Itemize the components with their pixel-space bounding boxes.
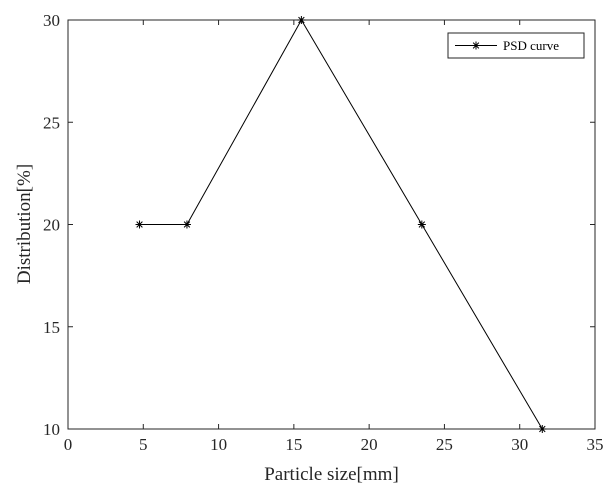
x-tick-label: 20 (361, 435, 378, 454)
x-axis-ticks: 0 5 10 15 20 25 30 35 (64, 20, 604, 454)
x-tick-label: 0 (64, 435, 73, 454)
series-layer (135, 16, 547, 433)
legend-asterisk-marker (472, 41, 480, 50)
data-point (417, 220, 426, 229)
legend-label: PSD curve (503, 38, 559, 53)
y-tick-label: 25 (43, 113, 60, 132)
x-tick-label: 25 (436, 435, 453, 454)
y-tick-label: 10 (43, 420, 60, 439)
data-point (182, 220, 191, 229)
y-tick-label: 15 (43, 318, 60, 337)
data-point (538, 425, 547, 433)
x-tick-label: 15 (285, 435, 302, 454)
x-tick-label: 35 (587, 435, 604, 454)
legend: PSD curve (447, 32, 585, 59)
data-point (297, 16, 306, 24)
y-tick-label: 20 (43, 216, 60, 235)
y-axis-title: Distribution[%] (14, 164, 35, 284)
x-axis-title: Particle size[mm] (264, 464, 399, 485)
data-point (135, 220, 144, 229)
x-tick-label: 10 (210, 435, 227, 454)
y-tick-label: 30 (43, 11, 60, 30)
asterisk-marker (472, 41, 480, 50)
plot-area: 0 5 10 15 20 25 30 35 10 15 20 25 30 (43, 11, 604, 454)
y-axis-ticks: 10 15 20 25 30 (43, 11, 595, 439)
x-tick-label: 5 (139, 435, 148, 454)
x-tick-label: 30 (511, 435, 528, 454)
